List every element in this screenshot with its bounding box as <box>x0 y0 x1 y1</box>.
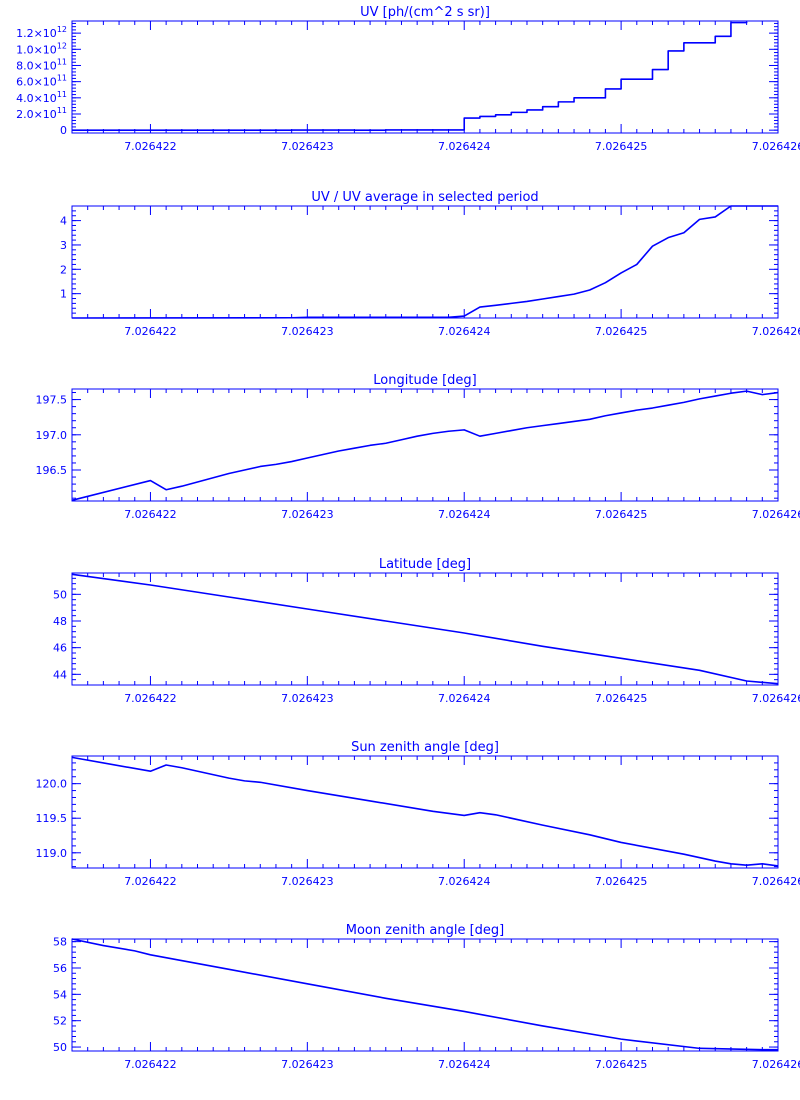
panel-2: UV / UV average in selected period 7.0264… <box>60 190 800 338</box>
x-tick-label: 7.026423 <box>281 875 334 888</box>
y-tick-mantissa: 4.0×10 <box>16 92 57 105</box>
x-tick-label: 7.026425 <box>595 875 648 888</box>
x-tick-label: 7.026426 <box>752 508 800 521</box>
y-tick-mantissa: 8.0×10 <box>16 59 57 72</box>
x-tick-label: 7.026425 <box>595 508 648 521</box>
x-tick-label: 7.026426 <box>752 875 800 888</box>
panel-title: Longitude [deg] <box>373 373 476 388</box>
y-tick-exponent: 11 <box>57 74 67 83</box>
y-tick-exponent: 12 <box>57 41 67 50</box>
y-tick-mantissa: 2.0×10 <box>16 108 57 121</box>
series-line <box>71 573 779 685</box>
x-tick-label: 7.026424 <box>438 1058 491 1071</box>
panel-title: UV [ph/(cm^2 s sr)] <box>360 5 490 20</box>
plot-frame <box>71 205 779 319</box>
series-line <box>71 938 778 1051</box>
panel-5: Sun zenith angle [deg] 7.026422 7.026423 7.… <box>36 740 800 888</box>
plot-frame <box>71 388 779 502</box>
y-tick-label: 119.5 <box>36 812 68 825</box>
y-tick-label: 2 <box>60 263 67 276</box>
x-tick-label: 7.026423 <box>281 1058 334 1071</box>
x-tick-label: 7.026422 <box>124 325 177 338</box>
y-tick-label: 6.0×1011 <box>16 74 67 89</box>
y-tick-exponent: 11 <box>57 90 67 99</box>
panel-title: Sun zenith angle [deg] <box>351 740 499 755</box>
x-tick-label: 7.026423 <box>281 692 334 705</box>
y-tick-mantissa: 1.2×10 <box>16 27 57 40</box>
x-tick-label: 7.026425 <box>595 692 648 705</box>
x-tick-label: 7.026422 <box>124 140 177 153</box>
series-line <box>71 756 779 867</box>
x-tick-label: 7.026422 <box>124 875 177 888</box>
y-tick-label: 48 <box>53 615 67 628</box>
y-tick-label: 46 <box>53 642 67 655</box>
x-tick-label: 7.026424 <box>438 325 491 338</box>
series-line <box>72 21 748 131</box>
panel-4: Latitude [deg] 7.026422 7.026423 7.026424 7.… <box>53 557 800 705</box>
y-tick-label: 120.0 <box>36 778 68 791</box>
x-tick-label: 7.026422 <box>124 508 177 521</box>
series-line <box>71 390 779 502</box>
x-tick-label: 7.026424 <box>438 140 491 153</box>
y-tick-exponent: 11 <box>57 106 67 115</box>
panel-title: UV / UV average in selected period <box>311 190 538 205</box>
y-tick-label: 4 <box>60 215 67 228</box>
plot-frame <box>71 938 779 1052</box>
y-tick-exponent: 11 <box>57 57 67 66</box>
y-tick-label: 1.0×1012 <box>16 41 67 56</box>
x-tick-label: 7.026425 <box>595 1058 648 1071</box>
y-tick-label: 4.0×1011 <box>16 90 67 105</box>
x-tick-label: 7.026426 <box>752 692 800 705</box>
y-tick-label: 196.5 <box>36 464 68 477</box>
y-tick-label: 2.0×1011 <box>16 106 67 121</box>
plot-frame <box>71 755 779 869</box>
panel-title: Moon zenith angle [deg] <box>346 923 504 938</box>
x-tick-label: 7.026423 <box>281 140 334 153</box>
x-tick-label: 7.026426 <box>752 1058 800 1071</box>
x-tick-label: 7.026424 <box>438 875 491 888</box>
y-tick-label: 3 <box>60 239 67 252</box>
panel-1: UV [ph/(cm^2 s sr)] 7.026422 7.026423 7.026… <box>16 5 800 153</box>
panel-3: Longitude [deg] 7.026422 7.026423 7.026424 7… <box>36 373 800 521</box>
panel-title: Latitude [deg] <box>379 557 471 572</box>
x-tick-label: 7.026425 <box>595 325 648 338</box>
x-tick-label: 7.026423 <box>281 325 334 338</box>
y-tick-label: 44 <box>53 668 67 681</box>
y-tick-mantissa: 6.0×10 <box>16 76 57 89</box>
plot-frame <box>71 20 779 134</box>
x-tick-label: 7.026426 <box>752 325 800 338</box>
y-tick-label: 119.0 <box>36 847 68 860</box>
x-tick-label: 7.026422 <box>124 1058 177 1071</box>
y-tick-label: 1.2×1012 <box>16 25 67 40</box>
y-tick-mantissa: 0 <box>60 124 67 137</box>
y-tick-label: 52 <box>53 1015 67 1028</box>
y-tick-label: 197.0 <box>36 429 68 442</box>
y-tick-label: 50 <box>53 1041 67 1054</box>
x-tick-label: 7.026424 <box>438 508 491 521</box>
y-tick-label: 8.0×1011 <box>16 57 67 72</box>
y-tick-label: 197.5 <box>36 394 68 407</box>
y-tick-mantissa: 1.0×10 <box>16 43 57 56</box>
panel-6: Moon zenith angle [deg] 7.026422 7.026423 7… <box>53 923 800 1071</box>
x-tick-label: 7.026422 <box>124 692 177 705</box>
y-tick-label: 0 <box>60 124 67 137</box>
y-tick-label: 58 <box>53 936 67 949</box>
x-tick-label: 7.026425 <box>595 140 648 153</box>
x-tick-label: 7.026423 <box>281 508 334 521</box>
x-tick-label: 7.026426 <box>752 140 800 153</box>
y-tick-label: 1 <box>60 288 67 301</box>
x-tick-label: 7.026424 <box>438 692 491 705</box>
plot-frame <box>71 572 779 686</box>
y-tick-label: 54 <box>53 988 67 1001</box>
y-tick-label: 50 <box>53 588 67 601</box>
y-tick-exponent: 12 <box>57 25 67 34</box>
series-line <box>71 205 778 319</box>
y-tick-label: 56 <box>53 962 67 975</box>
